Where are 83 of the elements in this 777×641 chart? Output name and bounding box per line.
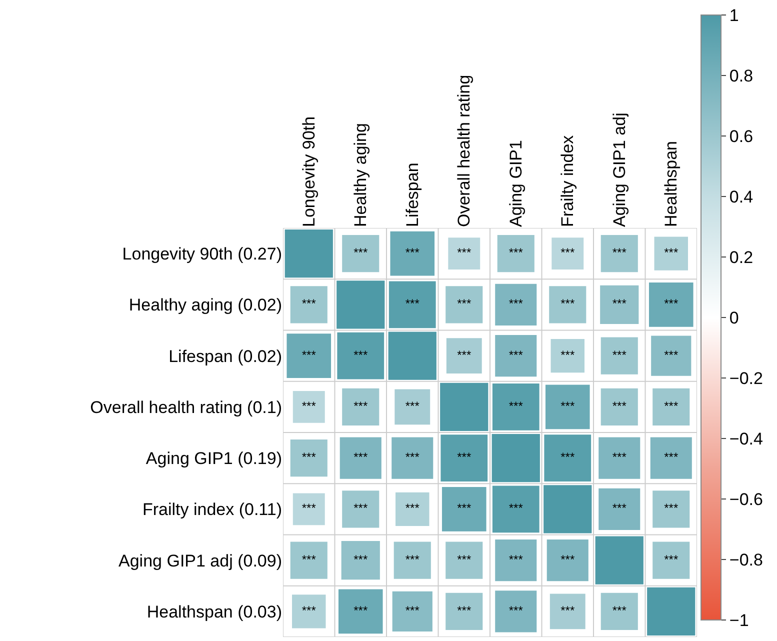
- data-label: ***: [405, 398, 420, 413]
- y-tick-label: Lifespan (0.02): [168, 346, 282, 366]
- color-bar-label: −1: [729, 610, 749, 630]
- color-bar-label: 0.2: [729, 248, 754, 267]
- data-label: ***: [354, 603, 368, 618]
- color-bar-label: −0.6: [729, 490, 763, 509]
- x-tick-label: Overall health rating: [454, 74, 474, 227]
- data-label: ***: [508, 501, 524, 516]
- data-label: ***: [405, 501, 420, 516]
- data-label: ***: [302, 450, 316, 464]
- data-label: ***: [612, 501, 627, 516]
- color-bar-label: 1: [729, 6, 739, 25]
- data-label: ***: [405, 603, 420, 618]
- data-label: ***: [457, 296, 472, 311]
- data-label: ***: [302, 603, 316, 618]
- x-tick-label: Lifespan: [402, 162, 422, 227]
- data-label: ***: [405, 552, 420, 566]
- data-label: ***: [560, 552, 575, 566]
- color-bar-label: 0.6: [729, 126, 754, 146]
- data-label: ***: [560, 246, 575, 260]
- data-label: ***: [612, 348, 627, 362]
- data-label: ***: [457, 501, 472, 516]
- data-label: ***: [457, 450, 472, 464]
- y-tick-label: Aging GIP1 adj (0.09): [118, 551, 282, 570]
- data-label: ***: [612, 246, 627, 260]
- data-label: ***: [354, 348, 368, 362]
- data-label: ***: [664, 552, 678, 566]
- data-label: ***: [612, 398, 627, 413]
- data-label: ***: [457, 246, 472, 260]
- data-label: ***: [560, 603, 575, 618]
- data-label: ***: [457, 348, 472, 362]
- x-tick-label: Longevity 90th: [299, 116, 318, 227]
- data-label: ***: [405, 296, 420, 311]
- data-label: ***: [354, 246, 368, 260]
- data-label: ***: [354, 450, 368, 464]
- data-label: ***: [664, 450, 678, 464]
- data-label: ***: [508, 398, 524, 413]
- data-label: ***: [457, 603, 472, 618]
- data-label: ***: [664, 246, 678, 260]
- color-bar-label: −0.2: [729, 368, 763, 388]
- data-label: ***: [664, 501, 678, 516]
- data-label: ***: [508, 296, 524, 311]
- data-label: ***: [354, 501, 368, 516]
- x-tick-label: Healthspan: [662, 140, 681, 227]
- y-tick-label: Longevity 90th (0.27): [122, 244, 282, 264]
- data-label: ***: [508, 552, 524, 566]
- x-tick-label: Frailty index: [558, 134, 578, 227]
- data-label: ***: [302, 398, 316, 413]
- data-label: ***: [302, 348, 316, 362]
- data-label: ***: [560, 450, 575, 464]
- data-label: ***: [405, 450, 420, 464]
- data-label: ***: [664, 296, 678, 311]
- data-label: ***: [354, 552, 368, 566]
- y-tick-label: Healthy aging (0.02): [128, 296, 282, 315]
- data-label: ***: [302, 296, 316, 311]
- color-bar-label: 0: [729, 308, 739, 328]
- data-label: ***: [560, 398, 575, 413]
- y-tick-label: Frailty index (0.11): [142, 500, 282, 520]
- data-label: ***: [508, 348, 524, 362]
- y-tick-label: Overall health rating (0.1): [90, 398, 282, 417]
- data-label: ***: [508, 246, 524, 260]
- color-bar-label: 0.8: [729, 66, 754, 86]
- data-label: ***: [612, 603, 627, 618]
- data-label: ***: [612, 450, 627, 464]
- color-bar-label: 0.4: [729, 187, 754, 206]
- x-tick-label: Healthy aging: [351, 123, 370, 227]
- x-tick-label: Aging GIP1 adj: [610, 112, 629, 227]
- color-bar-label: −0.4: [729, 429, 763, 448]
- data-label: ***: [457, 552, 472, 566]
- data-label: ***: [664, 398, 678, 413]
- color-bar-label: −0.8: [729, 550, 763, 570]
- data-label: ***: [508, 603, 524, 618]
- y-tick-label: Healthspan (0.03): [146, 602, 282, 622]
- data-label: ***: [664, 348, 678, 362]
- x-tick-label: Aging GIP1: [506, 140, 526, 227]
- data-label: ***: [560, 296, 575, 311]
- data-label: ***: [302, 501, 316, 516]
- data-label: ***: [354, 398, 368, 413]
- data-label: ***: [560, 348, 575, 362]
- data-label: ***: [405, 246, 420, 260]
- y-tick-label: Aging GIP1 (0.19): [146, 449, 282, 468]
- data-label: ***: [302, 552, 316, 566]
- data-label: ***: [612, 296, 627, 311]
